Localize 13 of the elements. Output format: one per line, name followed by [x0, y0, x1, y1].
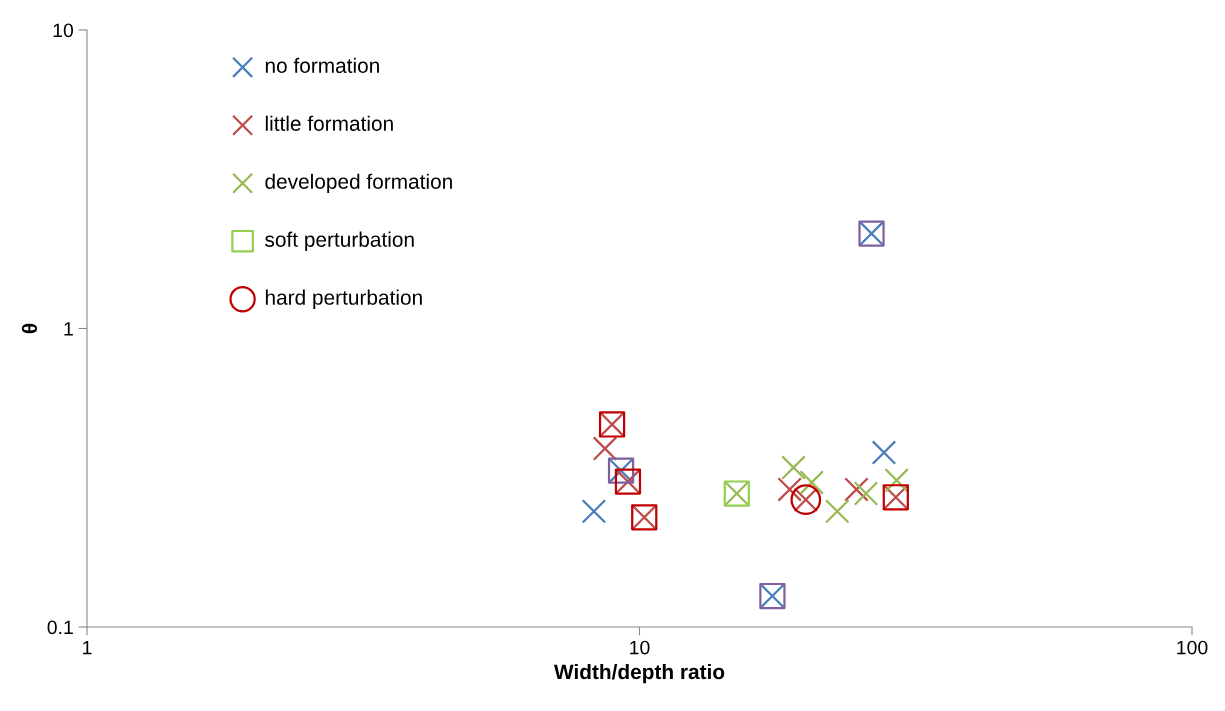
legend-label: no formation — [265, 57, 379, 74]
y-tick-label: 1 — [64, 322, 73, 336]
legend-label: little formation — [265, 115, 393, 131]
legend-label: developed formation — [265, 173, 452, 194]
y-tick-label: 10 — [53, 23, 74, 38]
x-tick-label: 10 — [630, 640, 650, 655]
y-tick-label: 0.1 — [47, 620, 73, 635]
x-tick-label: 1 — [83, 640, 92, 655]
x-tick-label: 100 — [1177, 640, 1208, 655]
x-axis-title: Width/depth ratio — [553, 663, 725, 684]
legend-label: hard perturbation — [265, 289, 422, 309]
y-axis-title: θ — [21, 323, 38, 334]
legend-label: soft perturbation — [265, 231, 414, 252]
